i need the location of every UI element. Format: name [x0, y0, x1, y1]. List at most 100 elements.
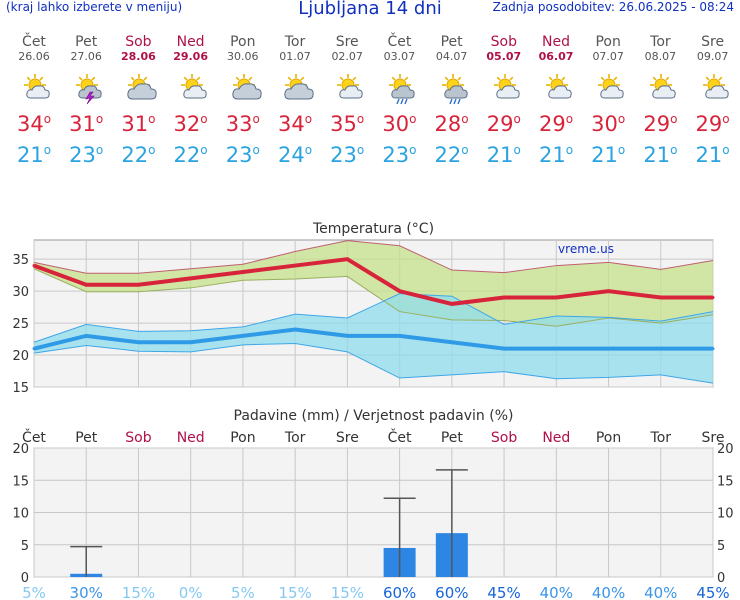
min-temperature: 21o [591, 143, 626, 167]
precipitation-probability: 5% [231, 584, 255, 600]
y-tick-label-left: 10 [12, 507, 29, 522]
cloudy-icon [113, 73, 163, 103]
y-tick-label: 25 [12, 317, 29, 332]
max-temperature: 31o [69, 112, 104, 136]
day-name: Pet [75, 34, 98, 50]
max-band-lower-edge [33, 268, 714, 327]
min-temperature: 21o [695, 143, 730, 167]
max-temperature-point [502, 296, 506, 300]
day-name: Tor [650, 34, 671, 50]
cloud-shape [496, 85, 520, 99]
cloud-shape [26, 85, 50, 99]
thunderstorm-icon [61, 73, 111, 105]
min-temperature-point [32, 347, 36, 351]
max-temperature: 28o [434, 112, 469, 136]
cloudy-icon [270, 73, 320, 103]
max-temperature-point [293, 264, 297, 268]
min-temperature: 22o [121, 143, 156, 167]
max-temperature: 29o [538, 112, 574, 136]
min-temperature: 23o [330, 143, 365, 167]
min-temperature: 22o [173, 143, 208, 167]
y-tick-label-right: 20 [717, 442, 734, 457]
min-temperature-point [711, 347, 715, 351]
sun-cloud-icon [9, 73, 59, 103]
min-temperature-line [33, 327, 713, 351]
max-temperature: 34o [277, 112, 313, 136]
x-tick-label: Ned [542, 430, 570, 446]
sun-rain-icon [374, 73, 424, 105]
precipitation-probability: 40% [540, 584, 573, 600]
watermark: vreme.us [558, 242, 614, 256]
x-tick-label: Tor [650, 430, 672, 446]
x-tick-label: Sob [491, 430, 517, 446]
max-temperature-point [450, 302, 454, 306]
min-temperature-point [189, 340, 193, 344]
x-tick-label: Čet [22, 428, 46, 446]
day-name: Ned [176, 34, 205, 50]
day-date: 04.07 [435, 50, 468, 63]
max-temperature: 32o [173, 112, 208, 136]
cloud-shape [391, 85, 416, 99]
y-tick-label: 30 [12, 285, 29, 300]
min-temperature: 21o [643, 143, 678, 167]
sun-cloud-icon [479, 73, 529, 103]
sun-cloud-icon [635, 73, 685, 103]
x-tick-label: Čet [388, 428, 412, 446]
cloud-shape [704, 85, 729, 99]
max-band-upper-edge [33, 240, 714, 274]
day-date: 03.07 [383, 50, 416, 63]
precipitation-probability: 45% [696, 584, 729, 600]
x-tick-label: Sre [702, 430, 725, 446]
day-date: 01.07 [279, 50, 311, 63]
min-temperature-point [84, 334, 88, 338]
day-name: Ned [542, 34, 570, 50]
day-name: Čet [387, 34, 412, 50]
last-update-timestamp: Zadnja posodobitev: 26.06.2025 - 08:24 [492, 0, 734, 14]
max-temperature: 29o [643, 112, 678, 136]
temperature-chart-title: Temperatura (°C) [312, 221, 434, 237]
max-temperature-point [659, 296, 663, 300]
precipitation-probability: 0% [179, 584, 203, 600]
min-temperature: 24o [277, 143, 313, 167]
day-name: Pon [230, 34, 256, 50]
min-temperature-point [345, 334, 349, 338]
max-temperature: 29o [486, 112, 521, 136]
min-temperature-point [136, 340, 140, 344]
location-menu-hint[interactable]: (kraj lahko izberete v meniju) [6, 0, 183, 14]
cloud-shape [182, 85, 207, 99]
max-temperature-point [711, 296, 715, 300]
max-temperature: 35o [330, 112, 365, 136]
day-name: Pet [440, 34, 463, 50]
x-tick-label: Pon [230, 430, 255, 446]
x-tick-label: Sob [125, 430, 151, 446]
x-tick-label: Tor [284, 430, 306, 446]
min-band-upper-edge [33, 293, 714, 343]
sun-rain-icon [427, 73, 477, 105]
y-tick-label-left: 5 [21, 539, 29, 554]
day-date: 02.07 [331, 50, 363, 63]
max-temperature-point [607, 289, 611, 293]
max-temperature: 34o [16, 112, 52, 136]
min-band-lower-edge [33, 343, 714, 384]
day-name: Sob [490, 34, 517, 50]
precipitation-probability: 40% [644, 584, 677, 600]
max-temperature-point [189, 276, 193, 280]
max-temperature: 30o [382, 112, 417, 136]
x-tick-label: Sre [336, 430, 359, 446]
y-tick-label-right: 5 [717, 539, 725, 554]
precipitation-probability: 30% [70, 584, 103, 600]
min-temperature-point [659, 347, 663, 351]
day-date: 26.06 [18, 50, 50, 63]
min-temperature-point [502, 347, 506, 351]
x-tick-label: Ned [177, 430, 205, 446]
cloudy-icon [218, 73, 268, 103]
day-name: Tor [284, 34, 306, 50]
max-temperature-point [554, 296, 558, 300]
precipitation-probability: 45% [487, 584, 520, 600]
min-temperature: 23o [225, 143, 260, 167]
y-tick-label: 20 [12, 349, 29, 364]
day-name: Sob [125, 34, 152, 50]
y-tick-label-right: 0 [717, 571, 725, 586]
day-date: 30.06 [227, 50, 259, 63]
cloud-shape [339, 85, 363, 99]
